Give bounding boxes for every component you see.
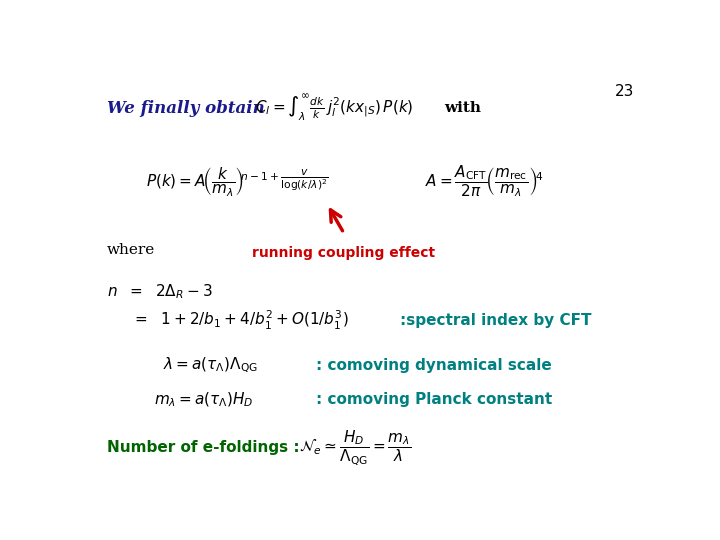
Text: 23: 23 xyxy=(615,84,634,98)
Text: $A = \dfrac{A_{\mathrm{CFT}}}{2\pi}\!\left(\dfrac{m_{\mathrm{rec}}}{m_\lambda}\r: $A = \dfrac{A_{\mathrm{CFT}}}{2\pi}\!\le… xyxy=(425,164,544,199)
Text: where: where xyxy=(107,243,155,257)
Text: $P(k) = A\!\left(\dfrac{k}{m_\lambda}\right)^{\!\!n-1+\dfrac{v}{\log(k/\lambda)^: $P(k) = A\!\left(\dfrac{k}{m_\lambda}\ri… xyxy=(145,165,328,198)
Text: $\lambda = a(\tau_\Lambda)\Lambda_{\mathrm{QG}}$: $\lambda = a(\tau_\Lambda)\Lambda_{\math… xyxy=(163,355,258,375)
Text: $=\ \ 1 + 2/b_1 + 4/b_1^2 + O(1/b_1^3)$: $=\ \ 1 + 2/b_1 + 4/b_1^2 + O(1/b_1^3)$ xyxy=(132,309,348,332)
Text: $m_\lambda = a(\tau_\Lambda)H_D$: $m_\lambda = a(\tau_\Lambda)H_D$ xyxy=(154,390,254,409)
Text: We finally obtain: We finally obtain xyxy=(107,100,264,117)
Text: :spectral index by CFT: :spectral index by CFT xyxy=(400,313,591,328)
Text: : comoving Planck constant: : comoving Planck constant xyxy=(316,392,552,407)
Text: running coupling effect: running coupling effect xyxy=(252,246,436,260)
Text: Number of e-foldings :: Number of e-foldings : xyxy=(107,440,305,455)
Text: $\mathcal{N}_e \simeq \dfrac{H_D}{\Lambda_{\mathrm{QG}}} = \dfrac{m_\lambda}{\la: $\mathcal{N}_e \simeq \dfrac{H_D}{\Lambd… xyxy=(300,428,412,467)
Text: with: with xyxy=(444,102,482,116)
Text: $n\ \ =\ \ 2\Delta_R - 3$: $n\ \ =\ \ 2\Delta_R - 3$ xyxy=(107,282,212,301)
Text: : comoving dynamical scale: : comoving dynamical scale xyxy=(316,357,552,373)
Text: $C_l = \int_\lambda^\infty \frac{dk}{k}\, j_l^2(kx_{|S})\,P(k)$: $C_l = \int_\lambda^\infty \frac{dk}{k}\… xyxy=(255,93,413,124)
